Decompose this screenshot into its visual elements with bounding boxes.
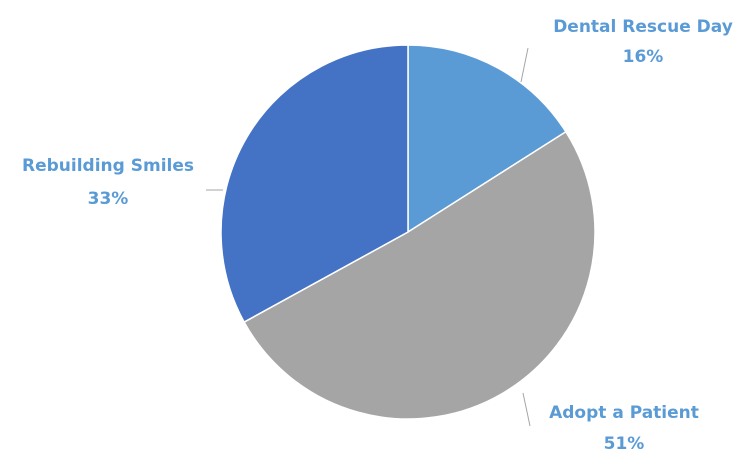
slices-layer	[220, 44, 596, 420]
leader-line	[522, 392, 531, 427]
slice-label-name: Adopt a Patient	[549, 403, 699, 423]
labels-layer: Dental Rescue Day 16% Adopt a Patient 51% Re…	[22, 17, 733, 454]
pie-slice-rebuilding-smiles	[220, 44, 409, 324]
slice-label-name: Rebuilding Smiles	[22, 156, 194, 176]
slice-label-percent: 51%	[604, 434, 645, 454]
slice-label-percent: 16%	[623, 47, 664, 67]
slice-label-name: Dental Rescue Day	[553, 17, 733, 37]
leader-line	[520, 47, 529, 83]
slice-label-percent: 33%	[88, 189, 129, 209]
pie-slice-adopt-a-patient	[243, 130, 596, 420]
pie-slice-dental-rescue-day	[407, 44, 567, 234]
leader-lines-layer	[206, 47, 531, 427]
